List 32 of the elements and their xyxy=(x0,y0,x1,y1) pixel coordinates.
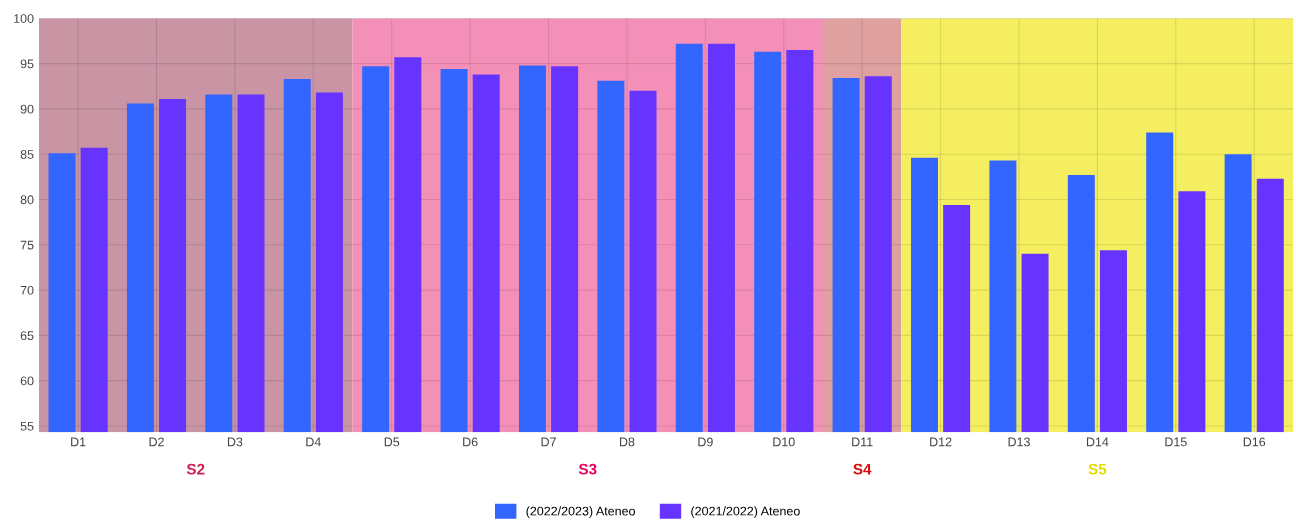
y-tick-label: 80 xyxy=(20,195,34,205)
y-tick-label: 55 xyxy=(20,421,34,431)
x-tick-label: D16 xyxy=(1243,437,1266,447)
legend-label: (2022/2023) Ateneo xyxy=(526,506,635,518)
y-tick-label: 65 xyxy=(20,331,34,341)
x-tick-label: D11 xyxy=(852,437,873,447)
x-tick-label: D4 xyxy=(306,437,321,447)
x-tick-label: D15 xyxy=(1165,437,1187,447)
x-tick-label: D13 xyxy=(1008,437,1030,447)
band-label: S5 xyxy=(1088,463,1107,475)
x-tick-label: D9 xyxy=(698,437,713,447)
y-tick-label: 90 xyxy=(20,104,34,114)
x-tick-label: D8 xyxy=(619,437,635,447)
x-tick-label: D5 xyxy=(384,437,400,447)
x-tick-label: D12 xyxy=(930,437,952,447)
y-tick-label: 70 xyxy=(20,285,34,295)
band-label: S4 xyxy=(853,463,872,475)
legend-label: (2021/2022) Ateneo xyxy=(691,506,800,518)
y-tick-label: 75 xyxy=(20,240,34,250)
x-tick-label: D14 xyxy=(1086,437,1109,447)
x-tick-label: D2 xyxy=(149,437,164,447)
x-tick-label: D10 xyxy=(773,437,795,447)
band-label: S2 xyxy=(186,463,205,475)
y-tick-label: 60 xyxy=(20,376,34,386)
y-tick-label: 100 xyxy=(14,14,34,23)
x-tick-label: D7 xyxy=(541,437,556,447)
x-tick-label: D1 xyxy=(71,437,86,447)
x-tick-label: D3 xyxy=(227,437,243,447)
x-tick-label: D6 xyxy=(463,437,478,447)
y-tick-label: 85 xyxy=(20,150,34,159)
band-label: S3 xyxy=(578,463,597,475)
y-tick-label: 95 xyxy=(20,59,34,69)
